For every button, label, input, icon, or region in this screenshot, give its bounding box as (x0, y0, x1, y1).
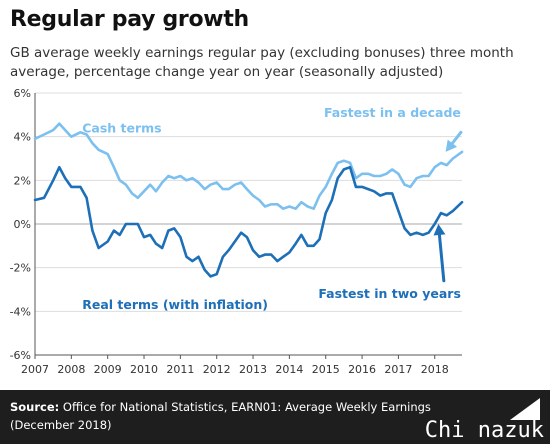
y-tick-label: 0% (14, 218, 31, 231)
annotation-label: Real terms (with inflation) (82, 297, 268, 312)
chart-subtitle: GB average weekly earnings regular pay (… (10, 45, 514, 80)
series-line-cash-terms (33, 122, 464, 210)
y-tick-label: 2% (14, 174, 31, 187)
y-tick-label: 6% (14, 87, 31, 100)
x-tick-label: 2013 (239, 363, 267, 376)
axis-layer: -6% -4% -2% 0% 2% 4% 6% 2007 2008 2009 2010 2011 201… (10, 87, 462, 376)
x-tick-label: 2011 (166, 363, 194, 376)
annotation-arrow-head-icon (445, 139, 458, 152)
footer-bar: Source: Office for National Statistics, … (0, 390, 550, 444)
source-text: Office for National Statistics, EARN01: … (10, 400, 431, 432)
chart-title: Regular pay growth (10, 7, 249, 32)
x-tick-label: 2007 (21, 363, 49, 376)
annotation-label: Cash terms (82, 120, 161, 135)
x-tick-label: 2012 (203, 363, 231, 376)
annotation-arrow-shaft (450, 130, 463, 145)
source-label: Source: (10, 400, 60, 414)
watermark: Chi nazuk (424, 418, 544, 443)
x-tick-label: 2014 (275, 363, 303, 376)
x-tick-label: 2015 (312, 363, 340, 376)
annotation-label: Fastest in two years (318, 286, 461, 301)
annotation-layer: Cash terms Fastest in a decade Real terms … (82, 105, 463, 312)
y-tick-label: 4% (14, 131, 31, 144)
line-chart: -6% -4% -2% 0% 2% 4% 6% 2007 2008 2009 2010 2011 201… (10, 87, 464, 376)
grid-layer (35, 92, 462, 356)
x-tick-label: 2008 (57, 363, 85, 376)
annotation-arrow-shaft (437, 233, 446, 283)
y-tick-label: -4% (10, 305, 31, 318)
y-tick-label: -2% (10, 262, 31, 275)
series-layer (33, 122, 464, 278)
x-tick-label: 2016 (348, 363, 376, 376)
annotation-label: Fastest in a decade (324, 105, 461, 120)
x-tick-label: 2010 (130, 363, 158, 376)
x-tick-label: 2018 (421, 363, 449, 376)
x-tick-label: 2009 (94, 363, 122, 376)
full-fact-logo-icon (510, 398, 540, 420)
source-note: Source: Office for National Statistics, … (10, 398, 480, 434)
annotation-arrow-head-icon (433, 224, 446, 236)
x-tick-label: 2017 (384, 363, 412, 376)
series-line-real-terms-with-inflation (33, 165, 464, 278)
y-tick-label: -6% (10, 349, 31, 362)
